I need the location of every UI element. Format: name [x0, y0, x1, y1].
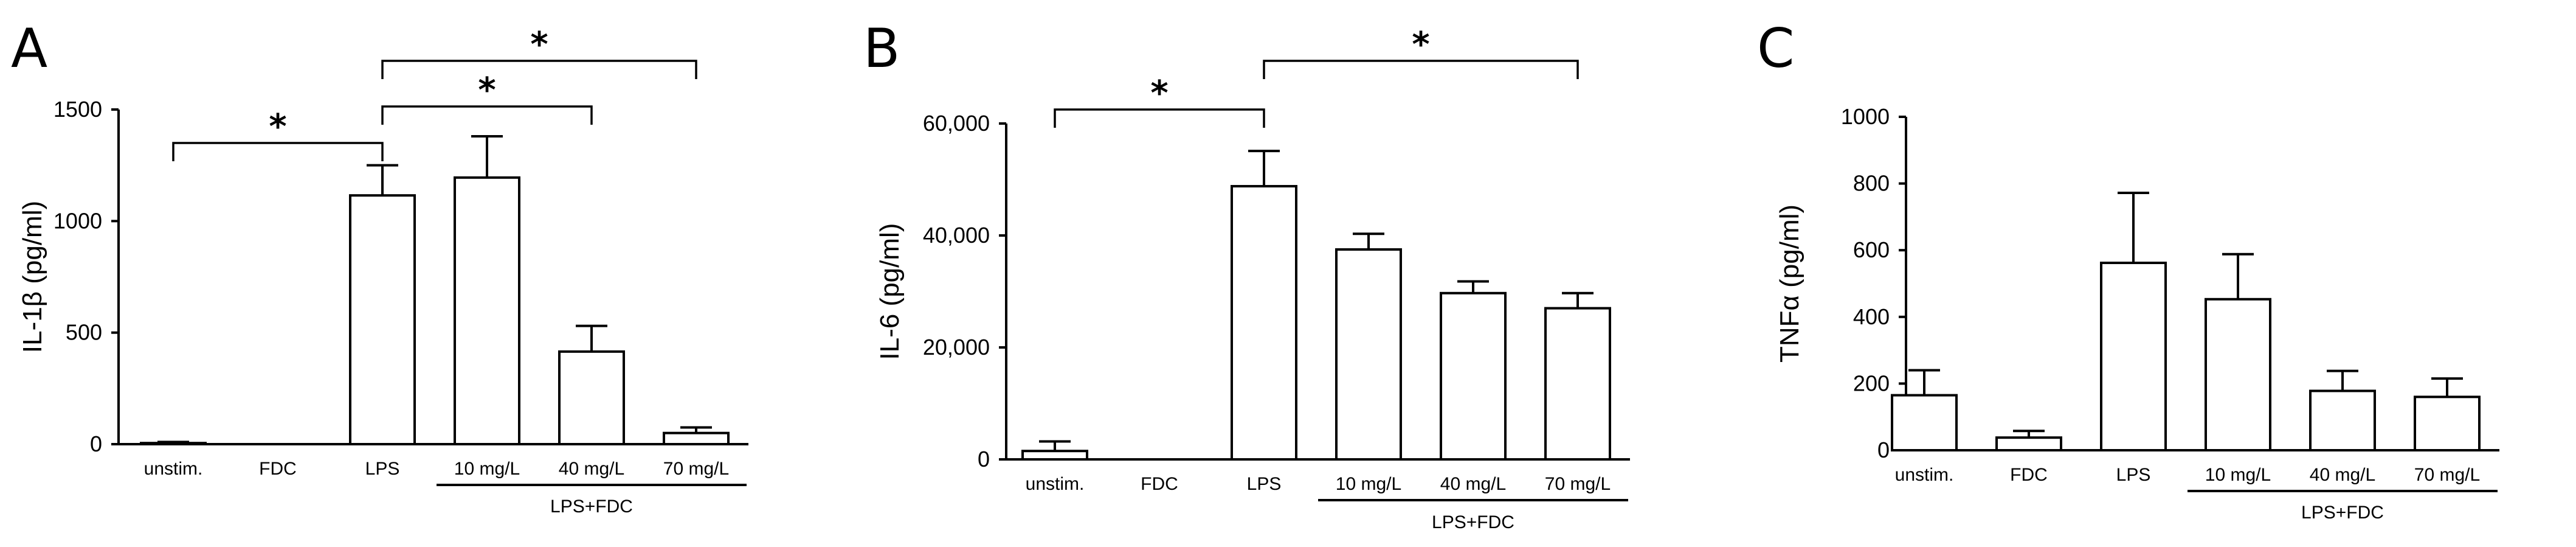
- y-axis-label: IL-6 (pg/ml): [875, 223, 905, 360]
- bar: [1021, 450, 1088, 461]
- x-tick-label: 40 mg/L: [1440, 474, 1506, 494]
- panel-letter-c: C: [1757, 17, 1794, 80]
- bar: [1231, 185, 1297, 461]
- bar: [2309, 389, 2376, 451]
- x-tick-label: FDC: [259, 459, 297, 479]
- y-tick-label: 1000: [54, 208, 102, 233]
- significance-star: *: [269, 107, 286, 147]
- significance-bracket: [1054, 108, 1265, 128]
- y-axis-label: TNFα (pg/ml): [1775, 204, 1804, 363]
- x-tick-label: 40 mg/L: [2310, 465, 2375, 485]
- y-tick-label: 200: [1853, 371, 1890, 395]
- significance-star: *: [1412, 25, 1429, 64]
- bar: [1544, 307, 1611, 461]
- x-tick-label: LPS: [1247, 474, 1282, 494]
- bar: [1335, 248, 1402, 461]
- group-label: LPS+FDC: [1432, 512, 1514, 532]
- significance-star: *: [530, 25, 548, 64]
- y-tick-label: 0: [978, 447, 990, 472]
- bar: [663, 431, 730, 446]
- x-tick-label: 10 mg/L: [2205, 465, 2271, 485]
- y-tick-label: 60,000: [923, 111, 990, 136]
- x-tick-label: FDC: [2010, 465, 2048, 485]
- x-tick-label: unstim.: [1895, 465, 1954, 485]
- x-tick-label: 10 mg/L: [1336, 474, 1401, 494]
- group-label: LPS+FDC: [550, 496, 633, 517]
- x-tick-label: 10 mg/L: [454, 459, 520, 479]
- x-tick-label: LPS: [2116, 465, 2151, 485]
- panel-b: B 0 20,000 40,000 60,000 IL-6 (pg/ml) unstim.…: [863, 17, 1630, 532]
- x-tick-label: 70 mg/L: [663, 459, 729, 479]
- panel-c: C 0 200 400 600 800 1000 TNFα (pg/ml) unstim. FD…: [1757, 17, 2499, 523]
- bar: [2205, 298, 2271, 452]
- bar: [2100, 262, 2167, 451]
- x-tick-label: unstim.: [144, 459, 203, 479]
- y-tick-label: 0: [90, 431, 102, 456]
- bar: [1995, 436, 2062, 452]
- group-label: LPS+FDC: [2301, 503, 2384, 523]
- bar: [140, 442, 207, 446]
- bar: [1440, 291, 1507, 461]
- y-tick-label: 400: [1853, 304, 1890, 329]
- bar: [2414, 395, 2481, 452]
- significance-bracket: [1263, 60, 1579, 79]
- panel-letter-a: A: [11, 17, 47, 80]
- x-tick-label: 70 mg/L: [1545, 474, 1611, 494]
- y-tick-label: 40,000: [923, 223, 990, 248]
- y-tick-label: 800: [1853, 171, 1890, 196]
- bar: [349, 194, 416, 445]
- significance-bracket: [172, 142, 384, 161]
- x-tick-label: 40 mg/L: [559, 459, 624, 479]
- y-tick-label: 600: [1853, 237, 1890, 262]
- y-tick-label: 500: [66, 320, 102, 345]
- x-tick-label: FDC: [1141, 474, 1178, 494]
- significance-bracket: [381, 60, 697, 79]
- x-tick-label: 70 mg/L: [2414, 465, 2480, 485]
- x-tick-label: unstim.: [1026, 474, 1085, 494]
- y-axis-label: IL-1β (pg/ml): [18, 201, 47, 353]
- bar: [1891, 394, 1958, 452]
- bar: [454, 176, 520, 445]
- panel-letter-b: B: [863, 17, 900, 80]
- significance-star: *: [478, 71, 496, 110]
- y-tick-label: 0: [1877, 437, 1890, 462]
- significance-bracket: [381, 105, 593, 125]
- panel-a: A 0 500 1000 1500 IL-1β (pg/ml) unstim. FDC LPS…: [11, 17, 748, 517]
- significance-star: *: [1150, 74, 1168, 113]
- y-tick-label: 20,000: [923, 335, 990, 360]
- y-tick-label: 1000: [1841, 104, 1890, 129]
- bar: [558, 350, 625, 445]
- y-tick-label: 1500: [54, 97, 102, 122]
- x-tick-label: LPS: [365, 459, 400, 479]
